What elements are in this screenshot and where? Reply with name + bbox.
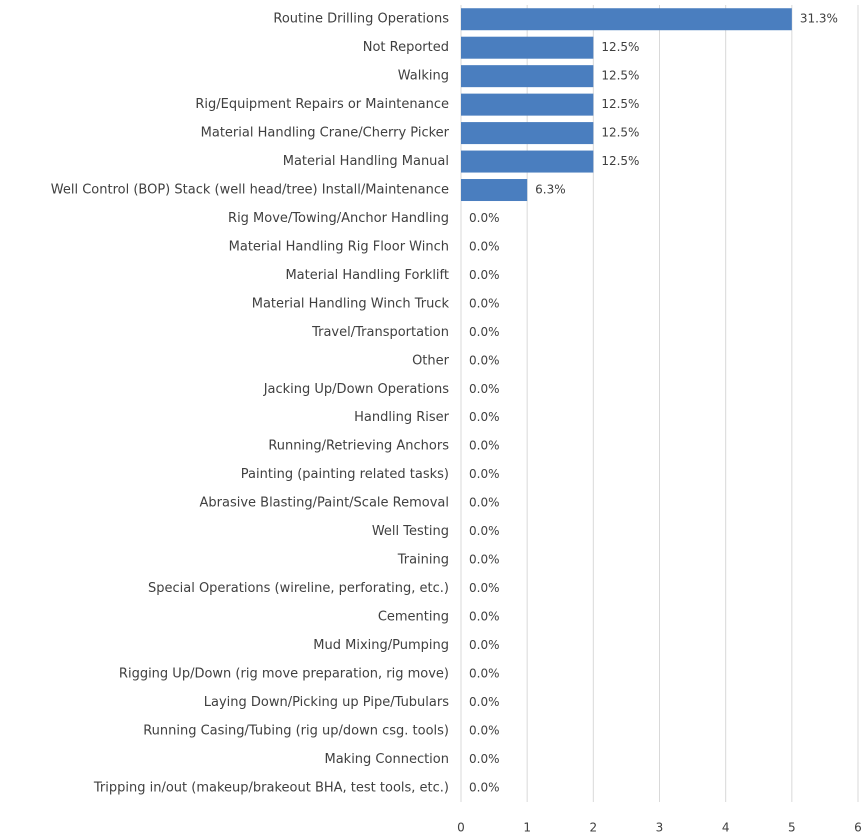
category-label: Tripping in/out (makeup/brakeout BHA, te… xyxy=(93,780,449,795)
category-label: Routine Drilling Operations xyxy=(273,12,449,27)
bar xyxy=(461,36,594,59)
value-label: 0.0% xyxy=(469,382,500,396)
value-label: 0.0% xyxy=(469,723,500,737)
x-tick-label: 3 xyxy=(656,821,664,835)
value-label: 0.0% xyxy=(469,609,500,623)
category-label: Making Connection xyxy=(324,752,449,767)
value-label: 31.3% xyxy=(800,12,838,26)
value-label: 12.5% xyxy=(601,126,639,140)
bar xyxy=(461,122,594,145)
category-label: Not Reported xyxy=(363,40,449,55)
category-label: Rig Move/Towing/Anchor Handling xyxy=(228,211,449,226)
category-label: Abrasive Blasting/Paint/Scale Removal xyxy=(199,496,449,511)
category-label: Rigging Up/Down (rig move preparation, r… xyxy=(119,666,449,681)
category-label: Mud Mixing/Pumping xyxy=(313,638,449,653)
value-label: 0.0% xyxy=(469,325,500,339)
category-label: Running Casing/Tubing (rig up/down csg. … xyxy=(143,723,449,738)
value-label: 0.0% xyxy=(469,638,500,652)
category-label: Special Operations (wireline, perforatin… xyxy=(148,581,449,596)
bar xyxy=(461,8,792,31)
category-label: Material Handling Manual xyxy=(283,154,449,169)
category-label: Jacking Up/Down Operations xyxy=(263,382,450,397)
bar xyxy=(461,65,594,88)
x-tick-label: 1 xyxy=(523,821,531,835)
x-tick-label: 5 xyxy=(788,821,796,835)
x-tick-label: 0 xyxy=(457,821,465,835)
category-label: Material Handling Winch Truck xyxy=(252,296,450,311)
x-tick-label: 6 xyxy=(854,821,862,835)
value-label: 0.0% xyxy=(469,353,500,367)
category-label: Well Control (BOP) Stack (well head/tree… xyxy=(51,183,449,198)
category-label: Travel/Transportation xyxy=(311,325,449,340)
value-label: 12.5% xyxy=(601,97,639,111)
value-label: 0.0% xyxy=(469,239,500,253)
value-label: 12.5% xyxy=(601,40,639,54)
bar xyxy=(461,93,594,116)
value-label: 0.0% xyxy=(469,666,500,680)
value-label: 0.0% xyxy=(469,268,500,282)
category-label: Walking xyxy=(398,69,449,84)
category-label: Rig/Equipment Repairs or Maintenance xyxy=(195,97,449,112)
value-label: 0.0% xyxy=(469,780,500,794)
category-label: Painting (painting related tasks) xyxy=(241,467,449,482)
value-label: 0.0% xyxy=(469,439,500,453)
value-label: 6.3% xyxy=(535,183,566,197)
value-label: 0.0% xyxy=(469,752,500,766)
category-label: Laying Down/Picking up Pipe/Tubulars xyxy=(204,695,449,710)
value-label: 0.0% xyxy=(469,581,500,595)
value-label: 0.0% xyxy=(469,553,500,567)
category-label: Training xyxy=(397,553,449,568)
value-label: 12.5% xyxy=(601,69,639,83)
x-tick-label: 4 xyxy=(722,821,730,835)
category-label: Material Handling Rig Floor Winch xyxy=(229,239,449,254)
value-label: 0.0% xyxy=(469,695,500,709)
value-label: 12.5% xyxy=(601,154,639,168)
bar xyxy=(461,150,594,173)
category-label: Running/Retrieving Anchors xyxy=(268,439,449,454)
category-label: Well Testing xyxy=(372,524,449,539)
value-label: 0.0% xyxy=(469,524,500,538)
value-label: 0.0% xyxy=(469,410,500,424)
x-tick-label: 2 xyxy=(590,821,598,835)
category-label: Material Handling Forklift xyxy=(285,268,449,283)
value-label: 0.0% xyxy=(469,296,500,310)
value-label: 0.0% xyxy=(469,467,500,481)
category-label: Cementing xyxy=(378,609,449,624)
bar xyxy=(461,179,528,202)
category-label: Other xyxy=(412,353,450,368)
category-label: Handling Riser xyxy=(354,410,449,425)
value-label: 0.0% xyxy=(469,496,500,510)
category-label: Material Handling Crane/Cherry Picker xyxy=(201,126,450,141)
value-label: 0.0% xyxy=(469,211,500,225)
